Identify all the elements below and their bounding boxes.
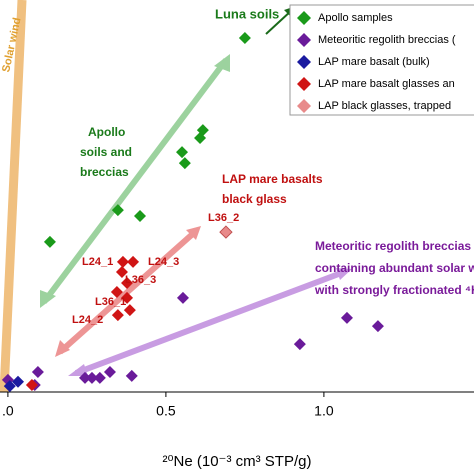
apollo-arrow xyxy=(41,58,229,304)
annotation: containing abundant solar w xyxy=(315,261,474,275)
point xyxy=(293,338,306,351)
point xyxy=(125,369,138,382)
point xyxy=(116,255,129,268)
luna-arrow xyxy=(265,9,293,35)
point xyxy=(127,255,140,268)
point xyxy=(12,375,25,388)
annotation: Apollo xyxy=(88,125,125,139)
x-tick-label: .0 xyxy=(2,403,14,419)
annotation: breccias xyxy=(80,165,129,179)
solar-wind-band xyxy=(0,0,27,393)
point xyxy=(178,157,191,170)
point xyxy=(85,371,98,384)
point xyxy=(93,371,106,384)
legend-marker xyxy=(297,55,311,69)
point xyxy=(43,235,56,248)
annotation: LAP mare basalts xyxy=(222,172,323,186)
point xyxy=(121,277,134,290)
point xyxy=(79,371,92,384)
point xyxy=(115,266,128,279)
legend-marker xyxy=(297,33,311,47)
point xyxy=(3,380,16,393)
annotation: L36_1 xyxy=(95,296,126,308)
point xyxy=(123,304,136,317)
legend-label: LAP mare basalt glasses an xyxy=(318,78,455,90)
point xyxy=(31,366,44,379)
point xyxy=(111,204,124,217)
point xyxy=(194,131,207,144)
annotation: Meteoritic regolith breccias xyxy=(315,239,471,253)
point xyxy=(371,320,384,333)
legend-label: Apollo samples xyxy=(318,12,393,24)
annotation: L36_3 xyxy=(125,274,156,286)
legend-marker xyxy=(297,11,311,25)
legend-label: Meteoritic regolith breccias ( xyxy=(318,34,456,46)
point xyxy=(176,291,189,304)
arrow-head xyxy=(336,268,352,280)
point xyxy=(103,366,116,379)
arrow-head xyxy=(55,340,70,357)
legend-marker xyxy=(297,99,311,113)
x-tick-label: 1.0 xyxy=(314,403,334,419)
arrow-head xyxy=(68,364,88,376)
point xyxy=(133,209,146,222)
basalt-arrow xyxy=(58,228,198,355)
arrow-head xyxy=(40,290,56,308)
x-axis-label: ²⁰Ne (10⁻³ cm³ STP/g) xyxy=(163,453,312,470)
point xyxy=(219,225,233,239)
annotation: L24_2 xyxy=(72,314,103,326)
annotation: soils and xyxy=(80,145,132,159)
arrow-head xyxy=(186,226,201,240)
point xyxy=(25,378,38,391)
point xyxy=(340,311,353,324)
annotation: L36_2 xyxy=(208,212,239,224)
legend-label: LAP black glasses, trapped xyxy=(318,100,451,112)
annotation: Luna soils xyxy=(215,6,279,21)
legend-label: LAP mare basalt (bulk) xyxy=(318,56,430,68)
legend-marker xyxy=(297,77,311,91)
breccia-arrow xyxy=(74,269,346,376)
arrow-head xyxy=(214,54,230,72)
point xyxy=(121,291,134,304)
legend-box xyxy=(289,4,474,116)
annotation: with strongly fractionated ⁴H xyxy=(314,283,474,297)
x-tick-label: 0.5 xyxy=(156,403,176,419)
point xyxy=(238,32,251,45)
annotation: L24_1 xyxy=(82,256,113,268)
arrows xyxy=(40,54,352,376)
annotation: black glass xyxy=(222,192,287,206)
point xyxy=(176,146,189,159)
point xyxy=(111,309,124,322)
point xyxy=(110,286,123,299)
annotation: L24_3 xyxy=(148,256,179,268)
